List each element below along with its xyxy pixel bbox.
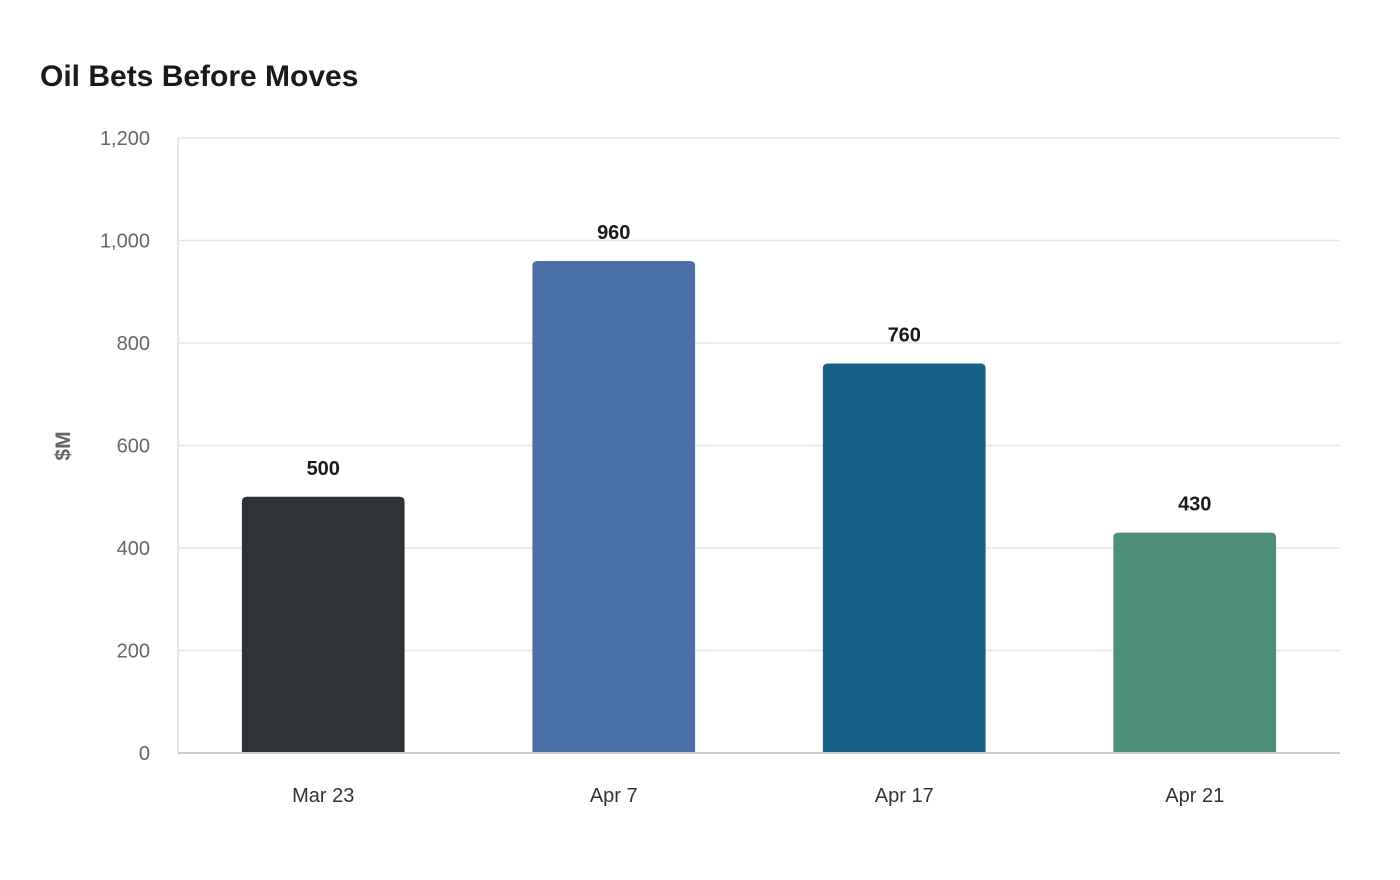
x-tick-label: Apr 21 [1165, 785, 1224, 807]
y-tick-label: 1,000 [100, 231, 150, 253]
chart-title: Oil Bets Before Moves [40, 60, 359, 93]
bar-apr-21 [1113, 532, 1277, 753]
y-axis-title: $M [52, 431, 75, 460]
bar-mar-23 [241, 496, 405, 753]
bars [241, 261, 1277, 753]
bar-apr-17 [822, 363, 986, 753]
axes [177, 138, 1340, 754]
y-tick-label: 1,200 [100, 128, 150, 150]
bar-apr-7 [532, 261, 696, 753]
data-label: 430 [1178, 494, 1211, 516]
x-tick-label: Mar 23 [292, 785, 354, 807]
labels: 0 200 400 600 800 1,000 1,200 500 Mar 23 960 Apr 7… [100, 128, 1224, 807]
y-tick-label: 200 [117, 641, 150, 663]
y-tick-label: 400 [117, 538, 150, 560]
data-label: 960 [597, 222, 630, 244]
data-label: 500 [307, 458, 340, 480]
y-tick-label: 600 [117, 436, 150, 458]
x-tick-label: Apr 7 [590, 785, 638, 807]
y-tick-label: 0 [139, 743, 150, 765]
x-tick-label: Apr 17 [875, 785, 934, 807]
data-label: 760 [888, 325, 921, 347]
y-tick-label: 800 [117, 333, 150, 355]
